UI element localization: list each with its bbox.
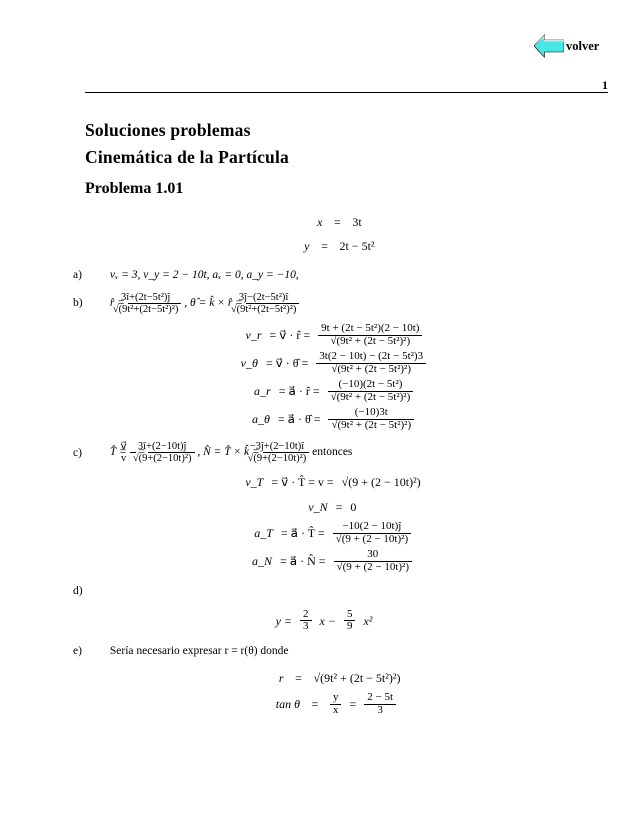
eq-sign: = bbox=[317, 236, 331, 256]
eq-sign: = bbox=[292, 668, 306, 688]
item-d-label: d) bbox=[91, 583, 107, 600]
eq-d: y = 2 3 x − 5 9 x² bbox=[85, 609, 563, 633]
item-b: b) r̂ = 3î+(2t−5t²)ĵ √(9t²+(2t−5t²)²) , … bbox=[91, 292, 563, 315]
eq-polar-ar-den: √(9t² + (2t − 5t²)²) bbox=[328, 392, 414, 404]
eq-d-lhs: y = bbox=[276, 611, 292, 631]
item-c-T-fr2-den: √(9+(2−10t)²) bbox=[148, 453, 195, 464]
eq-polar-vth-eq: = v⃗ · θ̂ = bbox=[266, 353, 308, 373]
eq-d-mid: x − bbox=[320, 611, 336, 631]
volver-label: volver bbox=[566, 39, 599, 54]
eq-intr-aN-num: 30 bbox=[334, 549, 412, 562]
eq-intr-aN-eq: = a⃗ · N̂ = bbox=[280, 551, 326, 571]
eq-d-t1-den: 3 bbox=[300, 621, 312, 633]
eq-intr-aT-num: −10(2 − 10t)ĵ bbox=[333, 521, 411, 534]
eq-polar-ath-eq: = a⃗ · θ̂ = bbox=[278, 409, 321, 429]
eq-e-fr1-den: x bbox=[330, 705, 342, 717]
eq-polar-vr-l: v_r bbox=[226, 325, 262, 345]
page-number: 1 bbox=[602, 78, 608, 93]
eq-xy-y-rhs: 2t − 5t² bbox=[339, 236, 374, 256]
back-arrow-icon bbox=[534, 32, 564, 60]
item-a-label: a) bbox=[91, 267, 107, 284]
eq-xy-x-lhs: x bbox=[286, 212, 322, 232]
eq-polar-ar-l: a_r bbox=[235, 381, 271, 401]
eq-intr-vT-l: v_T bbox=[227, 472, 263, 492]
page-title-line2: Cinemática de la Partícula bbox=[85, 147, 563, 168]
item-c-T-fr1-num: v⃗ bbox=[130, 441, 136, 453]
item-b-theta-num: 3ĵ−(2t−5t²)î bbox=[246, 292, 300, 304]
item-a: a) vₓ = 3, v_y = 2 − 10t, aₓ = 0, a_y = … bbox=[91, 267, 563, 284]
eq-polar-ath-den: √(9t² + (2t − 5t²)²) bbox=[328, 420, 414, 432]
item-b-rhat-num: 3î+(2t−5t²)ĵ bbox=[128, 292, 182, 304]
item-d: d) bbox=[91, 583, 563, 600]
item-c-label: c) bbox=[91, 445, 107, 462]
eq-xy-x-rhs: 3t bbox=[352, 212, 361, 232]
eq-e-r-rhs: √(9t² + (2t − 5t²)²) bbox=[314, 668, 401, 688]
eq-e-eq2: = bbox=[349, 694, 356, 714]
eq-polar: v_r = v⃗ · r̂ = 9t + (2t − 5t²)(2 − 10t)… bbox=[85, 323, 563, 431]
eq-e: r = √(9t² + (2t − 5t²)²) tan θ = y x = 2… bbox=[85, 668, 563, 716]
eq-polar-vr-den: √(9t² + (2t − 5t²)²) bbox=[318, 336, 422, 348]
eq-intr-vT-eq: = v⃗ · T̂ = v = bbox=[271, 472, 333, 492]
eq-xy-y-lhs: y bbox=[273, 236, 309, 256]
item-a-text: vₓ = 3, v_y = 2 − 10t, aₓ = 0, a_y = −10… bbox=[110, 269, 299, 281]
item-b-rhat-den: √(9t²+(2t−5t²)²) bbox=[128, 304, 182, 315]
header-rule bbox=[85, 92, 608, 93]
eq-polar-vr-num: 9t + (2t − 5t²)(2 − 10t) bbox=[318, 323, 422, 336]
eq-intr-aN-l: a_N bbox=[236, 551, 272, 571]
item-c: c) T̂ = v⃗ v = 3î+(2−10t)ĵ √(9+(2−10t)²)… bbox=[91, 441, 563, 464]
eq-intr-vN-l: v_N bbox=[292, 497, 328, 517]
eq-d-tail: x² bbox=[363, 611, 372, 631]
eq-polar-vr-eq: = v⃗ · r̂ = bbox=[270, 325, 311, 345]
eq-d-t2-den: 9 bbox=[344, 621, 356, 633]
item-c-N-den: √(9+(2−10t)²) bbox=[263, 453, 310, 464]
page-title-line1: Soluciones problemas bbox=[85, 120, 563, 141]
item-b-label: b) bbox=[91, 295, 107, 312]
eq-intr-vN-eq: = bbox=[336, 497, 343, 517]
item-b-theta-den: √(9t²+(2t−5t²)²) bbox=[246, 304, 300, 315]
item-c-T-fr2-num: 3î+(2−10t)ĵ bbox=[148, 441, 195, 453]
eq-intr-vT-rhs: √(9 + (2 − 10t)²) bbox=[342, 472, 421, 492]
problem-heading: Problema 1.01 bbox=[85, 180, 563, 198]
eq-intr-aN-den: √(9 + (2 − 10t)²) bbox=[334, 562, 412, 574]
eq-sign: = bbox=[308, 694, 322, 714]
eq-polar-vth-den: √(9t² + (2t − 5t²)²) bbox=[316, 364, 426, 376]
eq-xy: x = 3t y = 2t − 5t² bbox=[85, 212, 563, 257]
eq-e-tan-l: tan θ bbox=[252, 694, 300, 714]
eq-polar-ar-eq: = a⃗ · r̂ = bbox=[279, 381, 320, 401]
eq-intr-aT-den: √(9 + (2 − 10t)²) bbox=[333, 534, 411, 546]
eq-intr-aT-l: a_T bbox=[237, 523, 273, 543]
eq-polar-ath-l: a_θ bbox=[234, 409, 270, 429]
item-c-tail: entonces bbox=[312, 447, 352, 459]
item-e: e) Sería necesario expresar r = r(θ) don… bbox=[91, 643, 563, 660]
item-c-N-num: −3ĵ+(2−10t)î bbox=[263, 441, 310, 453]
item-e-text: Sería necesario expresar r = r(θ) donde bbox=[110, 645, 289, 657]
eq-polar-vth-num: 3t(2 − 10t) − (2t − 5t²)3 bbox=[316, 351, 426, 364]
eq-intr-aT-eq: = a⃗ · T̂ = bbox=[281, 523, 325, 543]
eq-intrinsic: v_T = v⃗ · T̂ = v = √(9 + (2 − 10t)²) v_… bbox=[85, 472, 563, 573]
eq-e-fr2-den: 3 bbox=[364, 705, 396, 717]
eq-sign: = bbox=[330, 212, 344, 232]
eq-intr-vN-rhs: 0 bbox=[350, 497, 356, 517]
item-e-label: e) bbox=[91, 643, 107, 660]
eq-polar-ath-num: (−10)3t bbox=[328, 407, 414, 420]
volver-button[interactable]: volver bbox=[534, 30, 616, 62]
eq-polar-vth-l: v_θ bbox=[222, 353, 258, 373]
eq-polar-ar-num: (−10)(2t − 5t²) bbox=[328, 379, 414, 392]
eq-e-r-l: r bbox=[248, 668, 284, 688]
